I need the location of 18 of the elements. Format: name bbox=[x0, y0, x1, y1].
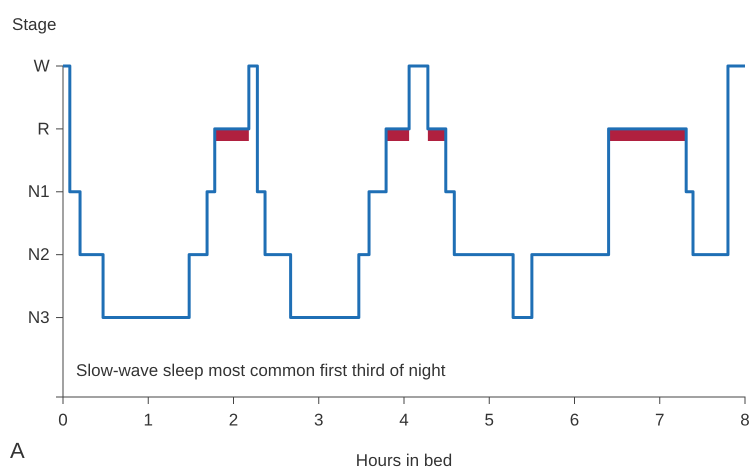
text: R bbox=[37, 119, 50, 138]
text: A bbox=[10, 438, 25, 463]
text: N3 bbox=[28, 308, 50, 327]
annotation: Slow-wave sleep most common first third of night bbox=[76, 361, 446, 380]
x-tick-label: 3 bbox=[314, 410, 324, 430]
text: W bbox=[34, 56, 50, 76]
x-tick-label: 2 bbox=[228, 410, 238, 430]
y-axis-title: Stage bbox=[12, 15, 56, 34]
x-tick-label: 6 bbox=[570, 410, 580, 430]
x-tick-label: 5 bbox=[484, 410, 494, 430]
text: N1 bbox=[28, 182, 50, 202]
x-tick-label: 0 bbox=[58, 410, 68, 430]
x-tick-label: 7 bbox=[655, 410, 664, 430]
x-tick-label: 8 bbox=[740, 410, 750, 430]
x-tick-label: 4 bbox=[399, 410, 409, 430]
x-axis-title: Hours in bed bbox=[356, 451, 452, 470]
x-tick-label: 1 bbox=[144, 410, 153, 430]
text: N2 bbox=[28, 245, 50, 264]
